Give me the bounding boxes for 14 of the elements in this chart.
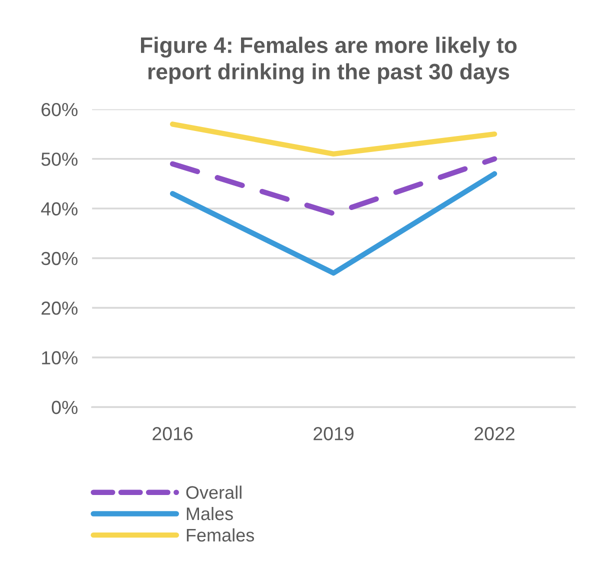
- legend-label: Females: [186, 528, 254, 542]
- y-tick-label: 60%: [42, 102, 78, 116]
- y-tick-label: 50%: [41, 152, 78, 166]
- chart-title: Figure 4: Females are more likely to report drinking in the past 30 days: [141, 36, 517, 84]
- x-tick-label: 2022: [474, 427, 514, 440]
- x-tick-label: 2016: [152, 427, 193, 440]
- y-tick-label: 40%: [41, 202, 78, 216]
- legend-label: Males: [186, 506, 233, 520]
- y-tick-label: 20%: [42, 302, 78, 315]
- legend-label: Overall: [186, 486, 242, 499]
- y-tick-label: 30%: [41, 252, 78, 266]
- y-tick-label: 0%: [52, 400, 78, 414]
- y-tick-label: 10%: [42, 351, 78, 364]
- x-tick-label: 2019: [314, 427, 354, 440]
